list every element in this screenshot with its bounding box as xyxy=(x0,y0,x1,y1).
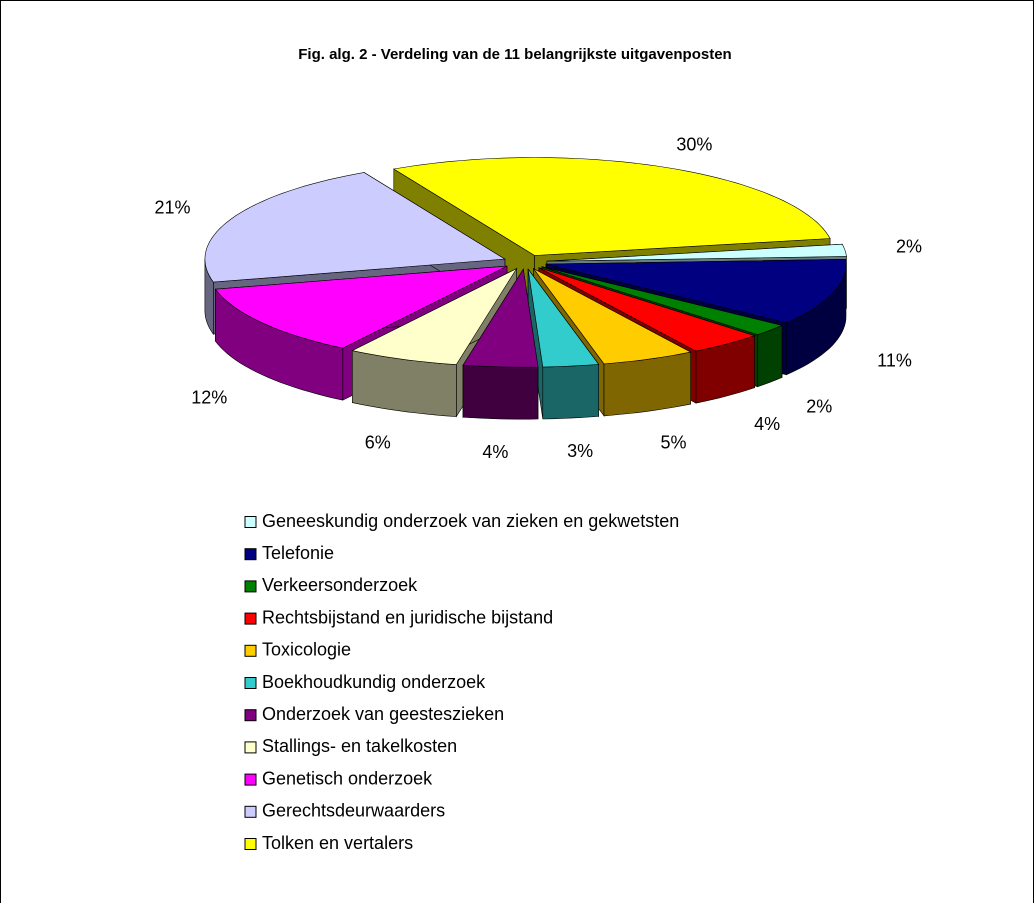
slice-top xyxy=(538,267,756,352)
legend-swatch xyxy=(244,741,257,754)
slice-side xyxy=(542,364,599,420)
chart-title: Fig. alg. 2 - Verdeling van de 11 belang… xyxy=(298,46,731,63)
slice-top xyxy=(204,172,506,283)
legend-swatch xyxy=(244,773,257,786)
legend-label: Boekhoudkundig onderzoek xyxy=(262,672,486,692)
data-label: 4% xyxy=(754,414,780,434)
legend-label: Gerechtsdeurwaarders xyxy=(262,801,445,821)
data-label: 3% xyxy=(567,441,593,461)
legend-label: Onderzoek van geesteszieken xyxy=(262,704,504,724)
legend-label: Verkeersonderzoek xyxy=(262,575,418,595)
legend-label: Toxicologie xyxy=(262,640,351,660)
slice-top xyxy=(545,258,847,324)
slice-side xyxy=(757,324,783,388)
legend-swatch xyxy=(244,548,257,561)
data-label: 2% xyxy=(896,236,922,256)
legend-swatch xyxy=(244,805,257,818)
legend-swatch xyxy=(244,580,257,593)
data-label: 2% xyxy=(806,397,832,417)
slice-top xyxy=(462,268,539,368)
data-label: 12% xyxy=(191,387,227,407)
data-label: 11% xyxy=(877,351,912,371)
legend-swatch xyxy=(244,612,257,625)
legend-label: Telefonie xyxy=(262,543,334,563)
slice-top xyxy=(546,243,847,262)
slice xyxy=(527,268,600,420)
legend-label: Geneeskundig onderzoek van zieken en gek… xyxy=(262,511,679,531)
slice-side xyxy=(462,364,539,420)
slice-top xyxy=(351,267,518,365)
slice-top xyxy=(214,265,508,349)
legend-label: Tolken en vertalers xyxy=(262,833,413,853)
slice-top xyxy=(533,268,692,365)
legend-swatch xyxy=(244,838,257,850)
data-label: 5% xyxy=(660,432,686,452)
legend-swatch xyxy=(244,677,257,689)
legend-swatch xyxy=(244,644,257,657)
slice-top xyxy=(541,266,783,336)
legend-label: Genetisch onderzoek xyxy=(262,768,433,788)
slice-top xyxy=(392,157,831,256)
legend-swatch xyxy=(244,709,257,722)
slice xyxy=(462,268,539,420)
data-label: 6% xyxy=(365,433,391,453)
data-label: 21% xyxy=(155,198,191,218)
data-label: 4% xyxy=(482,442,508,462)
slice-top xyxy=(527,268,600,368)
legend-label: Rechtsbijstand en juridische bijstand xyxy=(262,607,553,627)
legend-swatch xyxy=(244,516,257,528)
legend-label: Stallings- en takelkosten xyxy=(262,736,457,756)
data-label: 30% xyxy=(676,134,712,154)
